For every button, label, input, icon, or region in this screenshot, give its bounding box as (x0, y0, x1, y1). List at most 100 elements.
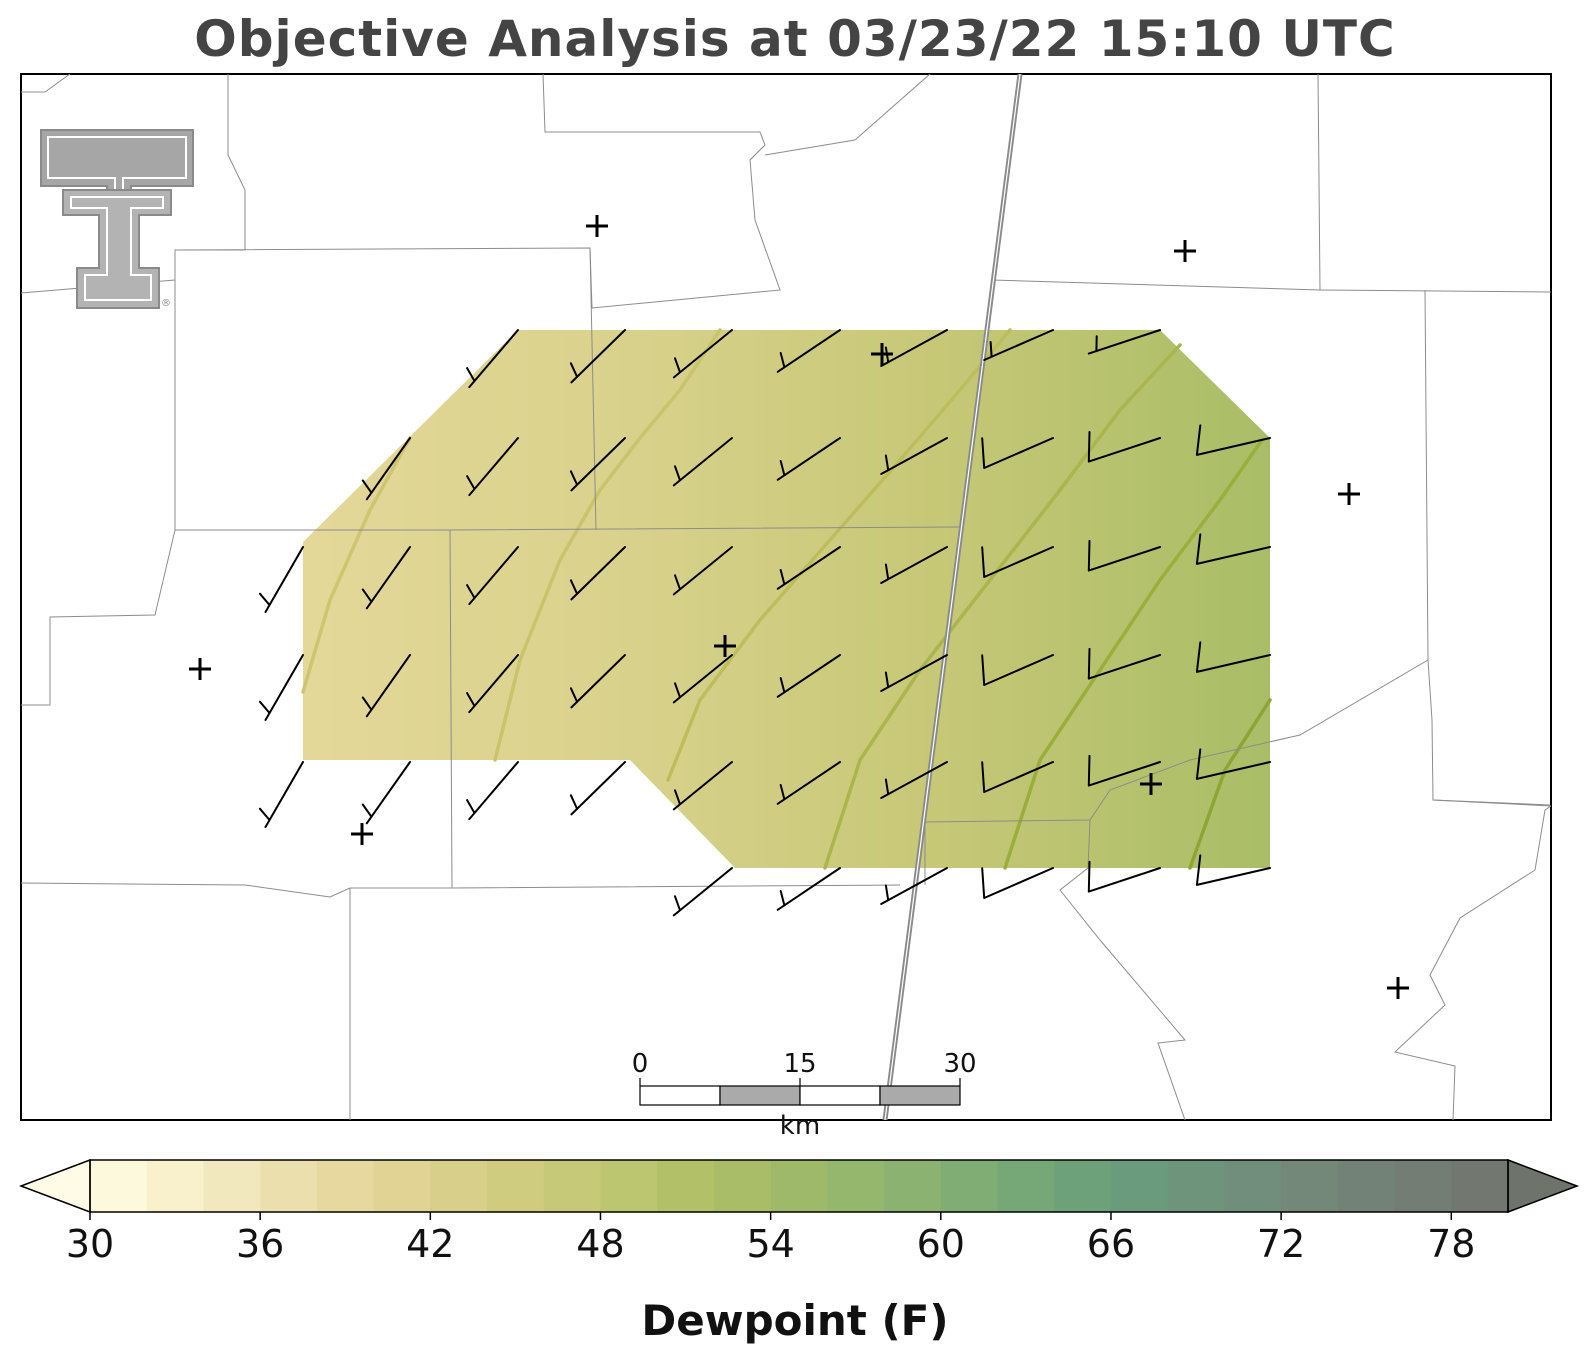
wind-barb (1087, 329, 1161, 355)
wind-barb (776, 761, 841, 805)
wind-barb (361, 654, 411, 718)
wind-barb (981, 546, 1054, 578)
contour-line (493, 328, 722, 762)
colorbar-bin (1281, 1160, 1339, 1212)
contour-line (1188, 698, 1272, 870)
wind-barb (466, 329, 519, 389)
wind-barb (776, 437, 841, 481)
wind-barb (1195, 854, 1271, 886)
colorbar-label: Dewpoint (F) (641, 1296, 949, 1345)
station-marker (586, 215, 608, 237)
station-marker (871, 343, 893, 365)
contour-line (823, 343, 1182, 870)
wind-barb (361, 546, 411, 610)
double-t-logo: ® (40, 129, 194, 309)
station-marker (1338, 483, 1360, 505)
station-marker (1174, 240, 1196, 262)
wind-barb (672, 761, 733, 811)
wind-barb (672, 329, 733, 379)
scale-label-0: 0 (632, 1049, 649, 1079)
wind-barb (569, 437, 626, 492)
scale-unit: km (780, 1111, 820, 1141)
colorbar-bin (1224, 1160, 1282, 1212)
colorbar-bin (1110, 1160, 1169, 1212)
wind-barb (672, 546, 733, 596)
contour-line (1003, 438, 1264, 870)
registered-mark: ® (161, 298, 171, 309)
colorbar-bin (1054, 1160, 1112, 1212)
wind-barb (1087, 647, 1161, 680)
colorbar-bin (827, 1160, 885, 1212)
wind-barb (361, 761, 411, 825)
wind-barb (981, 654, 1054, 686)
wind-barb (1195, 424, 1271, 456)
colorbar-bin (657, 1160, 715, 1212)
wind-barb (258, 654, 304, 721)
wind-barb (981, 437, 1054, 469)
wind-barb (981, 867, 1054, 899)
colorbar-bin (940, 1160, 999, 1212)
wind-barb (1195, 748, 1271, 780)
dewpoint-contours (301, 328, 1272, 870)
colorbar-bin (997, 1160, 1055, 1212)
wind-barb (981, 761, 1054, 793)
colorbar-bin (430, 1160, 488, 1212)
wind-barb (466, 761, 519, 821)
wind-barb (880, 654, 948, 692)
wind-barb (466, 546, 519, 606)
colorbar-bin (90, 1160, 148, 1212)
wind-barb (569, 654, 626, 709)
wind-barb (672, 867, 733, 917)
colorbar-bin (203, 1160, 261, 1212)
colorbar-bin (543, 1160, 601, 1212)
station-marker (189, 658, 211, 680)
wind-barb (1087, 430, 1161, 463)
wind-barbs (258, 329, 1271, 917)
wind-barb (361, 437, 411, 501)
colorbar-tick-label: 78 (1427, 1222, 1476, 1266)
colorbar-bin (1337, 1160, 1396, 1212)
wind-barb (1195, 641, 1271, 673)
wind-barb (466, 437, 519, 497)
colorbar-bin (770, 1160, 828, 1212)
scale-label-15: 15 (783, 1049, 816, 1079)
wind-barb (776, 329, 841, 373)
wind-barb (880, 867, 948, 905)
station-markers (189, 215, 1409, 999)
colorbar-bin (373, 1160, 431, 1212)
wind-barb (1087, 539, 1161, 572)
station-marker (714, 635, 736, 657)
wind-barb (880, 437, 948, 475)
wind-barb (258, 761, 304, 828)
station-marker (1387, 977, 1409, 999)
wind-barb (880, 761, 948, 799)
colorbar-bin (146, 1160, 204, 1212)
colorbar-bin (1167, 1160, 1225, 1212)
colorbar-bin (316, 1160, 375, 1212)
station-marker (351, 823, 373, 845)
colorbar-tick-label: 48 (576, 1222, 625, 1266)
colorbar-bin (1394, 1160, 1452, 1212)
contour-line (666, 328, 1012, 782)
scale-bar: 0 15 30 km (632, 1049, 977, 1141)
colorbar-bin (884, 1160, 942, 1212)
colorbar-tick-label: 54 (746, 1222, 795, 1266)
colorbar-over-triangle (1507, 1158, 1580, 1214)
wind-barb (983, 329, 1054, 361)
wind-barb (569, 329, 626, 384)
wind-barb (776, 654, 841, 698)
contour-line (301, 436, 412, 694)
colorbar-tick-label: 60 (916, 1222, 965, 1266)
wind-barb (1087, 860, 1161, 893)
wind-barb (466, 654, 519, 714)
colorbar (18, 1158, 1580, 1220)
colorbar-bin (1451, 1160, 1509, 1212)
wind-barb (569, 761, 626, 816)
colorbar-under-triangle (18, 1158, 91, 1214)
colorbar-bin (600, 1160, 658, 1212)
colorbar-tick-label: 42 (406, 1222, 455, 1266)
wind-barb (569, 546, 626, 601)
scale-label-30: 30 (943, 1049, 976, 1079)
wind-barb (672, 654, 733, 704)
dewpoint-field (303, 330, 1270, 868)
